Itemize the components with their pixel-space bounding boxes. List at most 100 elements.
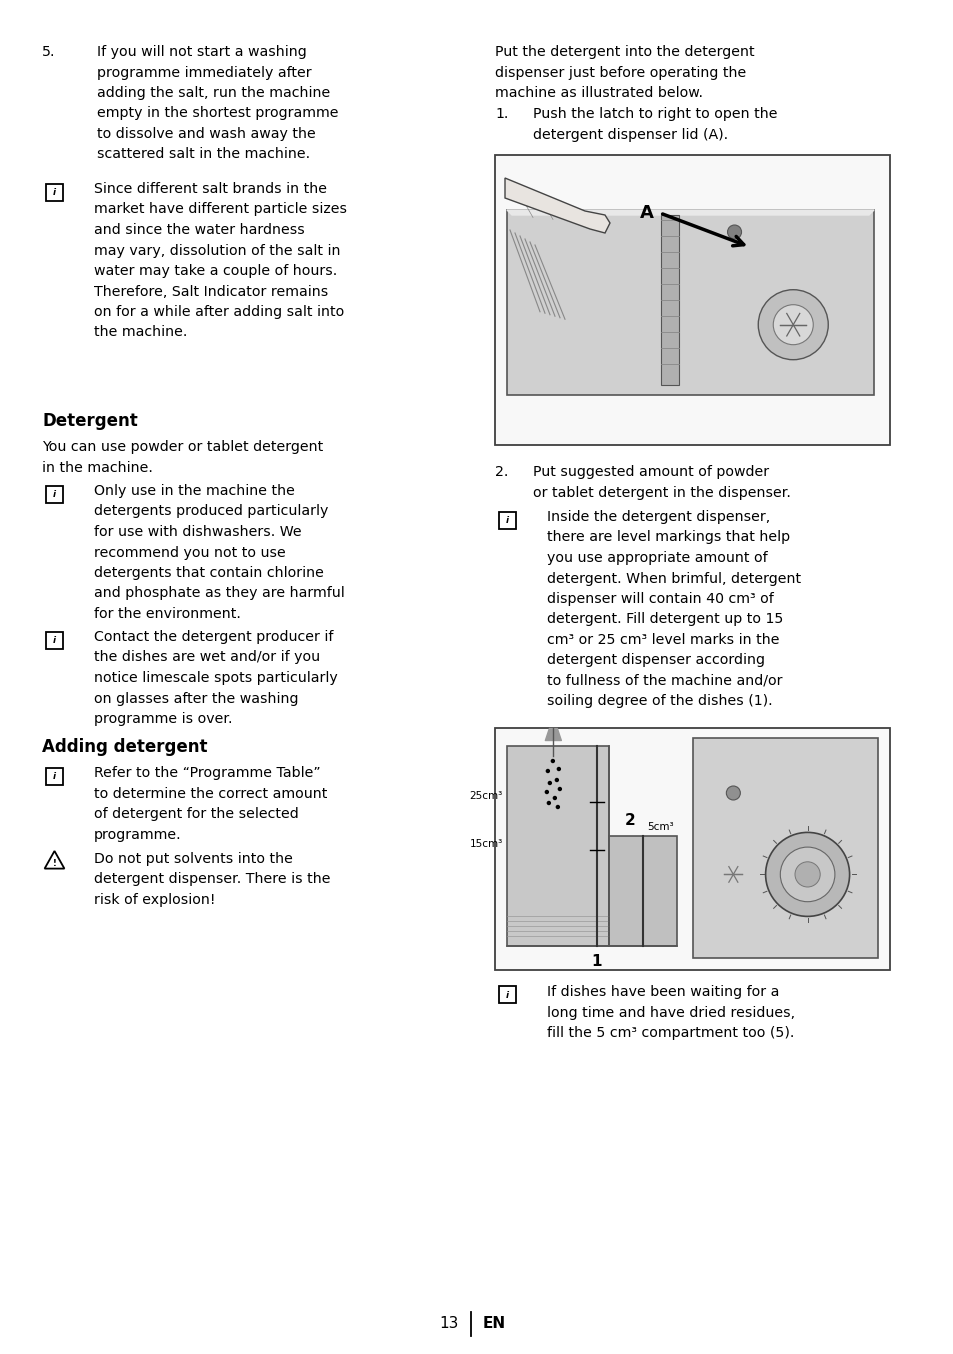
Text: !: !: [52, 860, 56, 868]
Text: Since different salt brands in the: Since different salt brands in the: [94, 181, 327, 196]
Text: detergents that contain chlorine: detergents that contain chlorine: [94, 566, 323, 580]
Text: Do not put solvents into the: Do not put solvents into the: [94, 852, 293, 867]
Bar: [495, 154, 889, 445]
Text: Refer to the “Programme Table”: Refer to the “Programme Table”: [94, 766, 320, 780]
Bar: [506, 746, 608, 946]
Text: programme.: programme.: [94, 827, 181, 841]
Text: 15cm³: 15cm³: [469, 839, 502, 849]
Circle shape: [547, 781, 552, 785]
Text: scattered salt in the machine.: scattered salt in the machine.: [97, 148, 310, 161]
Polygon shape: [506, 210, 873, 215]
Text: adding the salt, run the machine: adding the salt, run the machine: [97, 87, 330, 100]
Text: You can use powder or tablet detergent: You can use powder or tablet detergent: [42, 440, 323, 454]
Text: i: i: [52, 490, 56, 500]
Text: 5.: 5.: [42, 45, 55, 60]
Bar: [495, 728, 889, 969]
Circle shape: [552, 796, 557, 800]
Text: cm³ or 25 cm³ level marks in the: cm³ or 25 cm³ level marks in the: [546, 634, 779, 647]
Text: If dishes have been waiting for a: If dishes have been waiting for a: [546, 984, 779, 999]
Text: you use appropriate amount of: you use appropriate amount of: [546, 551, 767, 565]
Circle shape: [727, 225, 740, 240]
Circle shape: [544, 789, 549, 795]
Bar: [46, 184, 63, 200]
Text: i: i: [505, 516, 509, 525]
Text: dispenser just before operating the: dispenser just before operating the: [495, 65, 745, 80]
Text: Adding detergent: Adding detergent: [42, 738, 208, 756]
Text: detergent. Fill detergent up to 15: detergent. Fill detergent up to 15: [546, 612, 782, 627]
Text: to dissolve and wash away the: to dissolve and wash away the: [97, 127, 315, 141]
Text: market have different particle sizes: market have different particle sizes: [94, 203, 347, 217]
Text: for the environment.: for the environment.: [94, 607, 240, 621]
Text: and phosphate as they are harmful: and phosphate as they are harmful: [94, 586, 344, 601]
Bar: [46, 768, 63, 784]
Text: risk of explosion!: risk of explosion!: [94, 894, 215, 907]
Bar: [660, 215, 679, 385]
Text: may vary, dissolution of the salt in: may vary, dissolution of the salt in: [94, 244, 340, 257]
Text: If you will not start a washing: If you will not start a washing: [97, 45, 307, 60]
Text: A: A: [639, 204, 653, 222]
Text: the dishes are wet and/or if you: the dishes are wet and/or if you: [94, 650, 320, 665]
Text: detergents produced particularly: detergents produced particularly: [94, 505, 328, 519]
Circle shape: [725, 787, 740, 800]
Text: detergent. When brimful, detergent: detergent. When brimful, detergent: [546, 571, 801, 585]
Text: Contact the detergent producer if: Contact the detergent producer if: [94, 630, 333, 645]
Text: notice limescale spots particularly: notice limescale spots particularly: [94, 672, 337, 685]
Circle shape: [555, 804, 559, 810]
Text: i: i: [52, 772, 56, 781]
Text: Detergent: Detergent: [42, 412, 137, 431]
Text: Only use in the machine the: Only use in the machine the: [94, 483, 294, 498]
Circle shape: [558, 787, 561, 791]
Text: machine as illustrated below.: machine as illustrated below.: [495, 87, 702, 100]
Text: and since the water hardness: and since the water hardness: [94, 223, 304, 237]
Text: detergent dispenser. There is the: detergent dispenser. There is the: [94, 872, 330, 887]
Circle shape: [557, 766, 560, 772]
Text: to fullness of the machine and/or: to fullness of the machine and/or: [546, 674, 781, 688]
Text: Put the detergent into the detergent: Put the detergent into the detergent: [495, 45, 754, 60]
Text: to determine the correct amount: to determine the correct amount: [94, 787, 327, 800]
Bar: [498, 512, 516, 528]
Text: 13: 13: [439, 1316, 458, 1331]
Text: detergent dispenser according: detergent dispenser according: [546, 654, 764, 668]
Text: of detergent for the selected: of detergent for the selected: [94, 807, 298, 821]
Text: recommend you not to use: recommend you not to use: [94, 546, 286, 559]
Bar: [46, 631, 63, 649]
Text: detergent dispenser lid (A).: detergent dispenser lid (A).: [533, 127, 727, 142]
Text: on for a while after adding salt into: on for a while after adding salt into: [94, 305, 344, 320]
Text: dispenser will contain 40 cm³ of: dispenser will contain 40 cm³ of: [546, 592, 773, 607]
Circle shape: [758, 290, 827, 360]
Text: empty in the shortest programme: empty in the shortest programme: [97, 107, 338, 121]
Text: fill the 5 cm³ compartment too (5).: fill the 5 cm³ compartment too (5).: [546, 1026, 794, 1040]
Text: 1: 1: [591, 955, 601, 969]
Circle shape: [765, 833, 849, 917]
Text: there are level markings that help: there are level markings that help: [546, 531, 789, 544]
Text: 2: 2: [624, 812, 635, 829]
Text: 25cm³: 25cm³: [469, 791, 502, 802]
Bar: [506, 210, 873, 395]
Polygon shape: [504, 177, 609, 233]
Circle shape: [554, 777, 558, 783]
Text: or tablet detergent in the dispenser.: or tablet detergent in the dispenser.: [533, 486, 790, 500]
Text: Push the latch to right to open the: Push the latch to right to open the: [533, 107, 777, 121]
Text: programme is over.: programme is over.: [94, 712, 233, 726]
Circle shape: [773, 305, 812, 345]
Text: programme immediately after: programme immediately after: [97, 65, 312, 80]
Text: for use with dishwashers. We: for use with dishwashers. We: [94, 525, 301, 539]
Bar: [692, 738, 877, 959]
Circle shape: [780, 848, 834, 902]
Circle shape: [545, 769, 550, 773]
Bar: [46, 486, 63, 502]
Text: in the machine.: in the machine.: [42, 460, 152, 474]
Text: on glasses after the washing: on glasses after the washing: [94, 692, 298, 705]
Text: water may take a couple of hours.: water may take a couple of hours.: [94, 264, 337, 278]
Text: 5cm³: 5cm³: [646, 822, 673, 831]
Bar: [498, 987, 516, 1003]
Bar: [608, 835, 676, 946]
Text: Inside the detergent dispenser,: Inside the detergent dispenser,: [546, 510, 769, 524]
Text: the machine.: the machine.: [94, 325, 187, 340]
Circle shape: [546, 800, 551, 806]
Text: long time and have dried residues,: long time and have dried residues,: [546, 1006, 794, 1020]
Text: i: i: [505, 991, 509, 1001]
Text: 2.: 2.: [495, 464, 508, 479]
Text: soiling degree of the dishes (1).: soiling degree of the dishes (1).: [546, 695, 772, 708]
Circle shape: [550, 758, 555, 764]
